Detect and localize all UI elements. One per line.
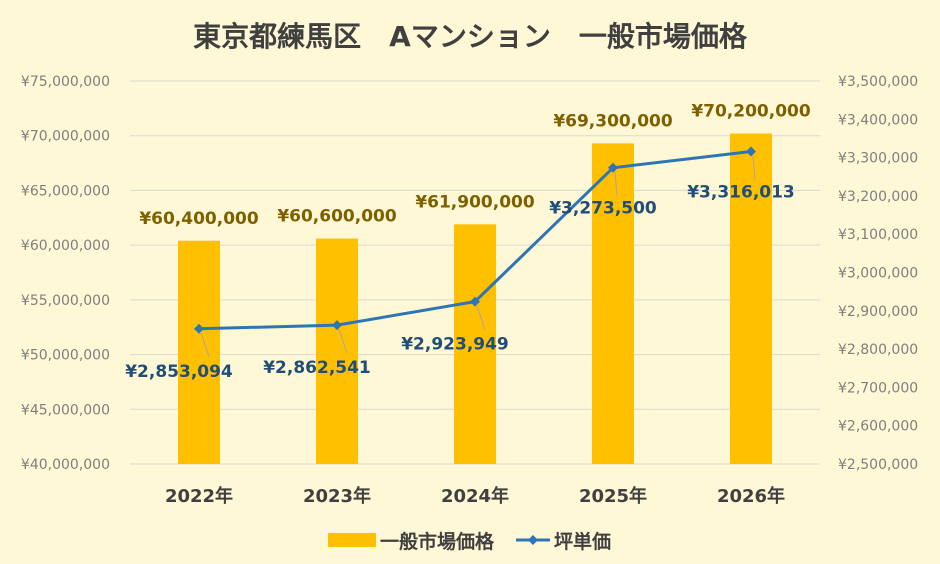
bar [178, 240, 220, 464]
bar-value-label: ¥61,900,000 [415, 192, 535, 212]
y-right-tick-label: ¥3,200,000 [838, 189, 918, 205]
line-marker [332, 320, 342, 331]
line-marker [746, 146, 756, 157]
bar [592, 143, 634, 465]
leader-lines [200, 155, 756, 357]
leader-line [338, 328, 348, 354]
leader-line [614, 171, 618, 196]
x-category-label: 2022年 [165, 485, 233, 507]
y-left-tick-label: ¥65,000,000 [21, 183, 110, 199]
line-value-label: ¥3,273,500 [549, 199, 657, 219]
legend-label-bar: 一般市場価格 [380, 530, 495, 553]
chart-title: 東京都練馬区 Aマンション 一般市場価格 [193, 20, 748, 53]
y-left-tick-label: ¥70,000,000 [21, 129, 110, 145]
line-marker [608, 162, 618, 173]
leader-line [200, 332, 210, 357]
bar-data-labels: ¥60,400,000 ¥60,600,000 ¥61,900,000 ¥69,300… [139, 102, 811, 229]
bar [454, 224, 496, 464]
y-left-tick-label: ¥55,000,000 [21, 293, 110, 309]
y-right-tick-label: ¥3,000,000 [838, 266, 918, 282]
legend-label-line: 坪単価 [554, 530, 611, 553]
y-right-tick-label: ¥3,300,000 [838, 151, 918, 167]
line-value-label: ¥2,853,094 [125, 362, 233, 382]
y-right-tick-label: ¥3,100,000 [838, 227, 918, 243]
y-left-tick-label: ¥60,000,000 [21, 238, 110, 254]
line-value-label: ¥2,923,949 [401, 335, 509, 355]
leader-line [476, 305, 486, 330]
legend: 一般市場価格 坪単価 [328, 530, 611, 553]
line-marker [194, 323, 204, 334]
y-right-tick-label: ¥3,500,000 [838, 74, 918, 90]
x-axis-categories: 2022年 2023年 2024年 2025年 2026年 [165, 485, 785, 507]
y-right-tick-label: ¥2,500,000 [838, 457, 918, 473]
line-value-label: ¥3,316,013 [687, 182, 795, 202]
x-category-label: 2025年 [579, 485, 647, 507]
y-right-tick-label: ¥2,600,000 [838, 419, 918, 435]
bar [730, 133, 772, 465]
leader-line [752, 155, 756, 180]
legend-swatch-bar [328, 533, 376, 547]
line-series [194, 146, 756, 334]
y-left-tick-label: ¥40,000,000 [21, 457, 110, 473]
y-right-tick-label: ¥2,800,000 [838, 342, 918, 358]
bar-value-label: ¥60,600,000 [277, 207, 397, 227]
bar-value-label: ¥69,300,000 [553, 111, 673, 131]
y-right-tick-label: ¥3,400,000 [838, 112, 918, 128]
y-left-tick-label: ¥75,000,000 [21, 74, 110, 90]
y-left-tick-label: ¥50,000,000 [21, 348, 110, 364]
y-left-tick-label: ¥45,000,000 [21, 402, 110, 418]
line-value-label: ¥2,862,541 [263, 358, 371, 378]
y-axis-left: ¥40,000,000 ¥45,000,000 ¥50,000,000 ¥55,000… [21, 74, 110, 473]
bar [316, 238, 358, 464]
line-marker [470, 296, 480, 307]
y-right-tick-label: ¥2,900,000 [838, 304, 918, 320]
bar-value-label: ¥60,400,000 [139, 209, 259, 229]
y-axis-right: ¥2,500,000 ¥2,600,000 ¥2,700,000 ¥2,800,000… [838, 74, 918, 473]
x-category-label: 2024年 [441, 485, 509, 507]
y-right-tick-label: ¥2,700,000 [838, 380, 918, 396]
line-data-labels: ¥2,853,094 ¥2,862,541 ¥2,923,949 ¥3,273,500… [125, 182, 795, 381]
bar-series [178, 133, 772, 465]
bar-value-label: ¥70,200,000 [691, 102, 811, 122]
x-category-label: 2023年 [303, 485, 371, 507]
x-category-label: 2026年 [717, 485, 785, 507]
legend-marker-line [528, 535, 538, 545]
